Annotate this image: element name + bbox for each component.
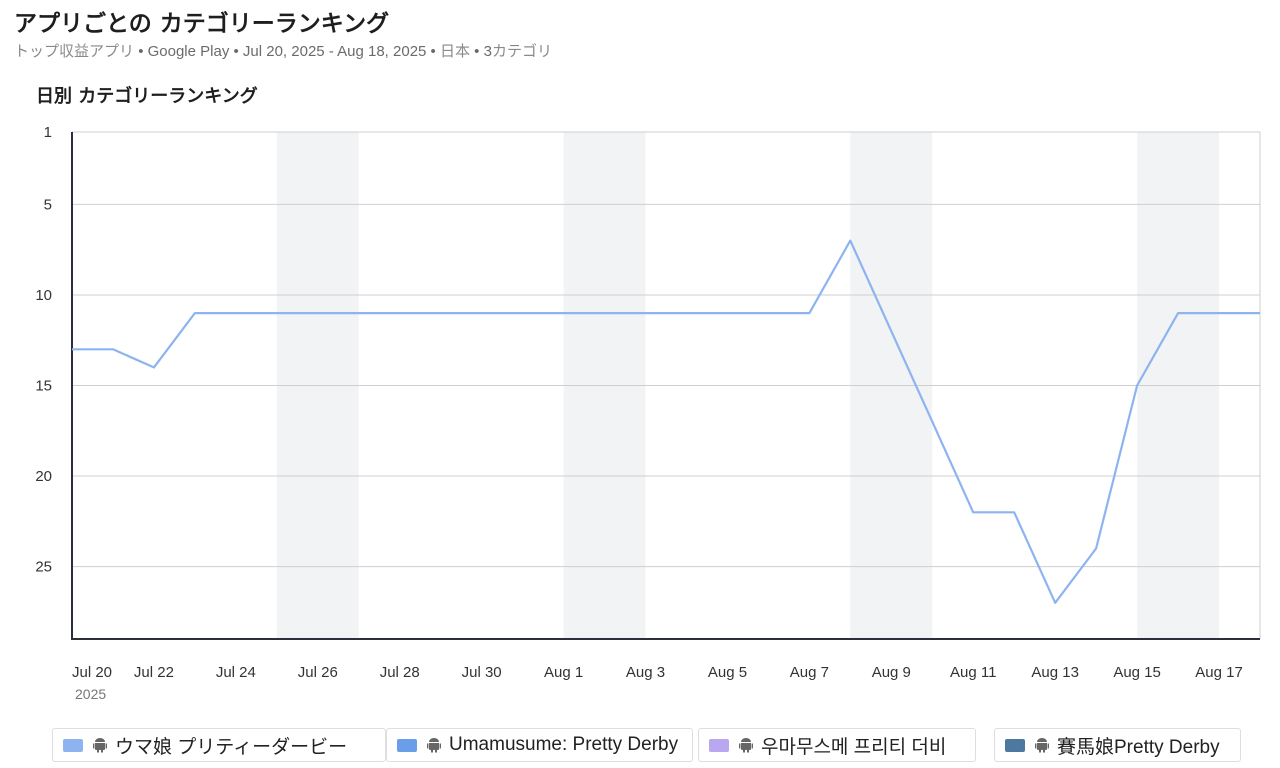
x-tick-label: Jul 20 — [72, 664, 112, 681]
legend-label: 우마무스메 프리티 더비 — [761, 736, 947, 758]
page-subtitle: トップ収益アプリ • Google Play • Jul 20, 2025 - … — [14, 40, 552, 61]
android-icon — [1035, 738, 1049, 753]
x-tick-label: Aug 15 — [1113, 664, 1161, 681]
y-tick-label: 1 — [44, 124, 52, 141]
series-line — [72, 239, 1260, 604]
legend-swatch — [1005, 738, 1025, 752]
legend-swatch — [709, 738, 729, 752]
legend-item-uma-tw[interactable]: 賽馬娘Pretty Derby — [994, 728, 1241, 762]
y-tick-label: 10 — [35, 287, 52, 304]
x-tick-label: Aug 11 — [950, 664, 996, 681]
android-icon — [427, 738, 441, 753]
legend-item-uma-jp[interactable]: ウマ娘 プリティーダービー — [52, 728, 386, 762]
legend-item-uma-en[interactable]: Umamusume: Pretty Derby — [386, 728, 693, 762]
y-tick-label: 5 — [44, 196, 52, 213]
section-title: 日別 カテゴリーランキング — [36, 86, 258, 107]
subtitle-count: • 3 — [474, 43, 492, 60]
legend-label: 賽馬娘Pretty Derby — [1057, 736, 1220, 758]
y-tick-label: 15 — [35, 378, 52, 395]
x-tick-label: Aug 3 — [626, 664, 665, 681]
x-tick-label: Aug 5 — [708, 664, 747, 681]
subtitle-category: カテゴリ — [491, 43, 552, 60]
x-tick-label: Aug 13 — [1031, 664, 1079, 681]
legend-label: ウマ娘 プリティーダービー — [115, 736, 348, 758]
x-tick-label: Jul 24 — [216, 664, 256, 681]
x-tick-label: Jul 26 — [298, 664, 338, 681]
x-tick-label: Jul 22 — [134, 664, 174, 681]
y-tick-label: 20 — [35, 468, 52, 485]
x-tick-label: Jul 30 — [462, 664, 502, 681]
legend-item-uma-kr[interactable]: 우마무스메 프리티 더비 — [698, 728, 976, 762]
android-icon — [739, 738, 753, 753]
x-tick-label: Aug 7 — [790, 664, 829, 681]
x-tick-label: Aug 9 — [872, 664, 911, 681]
x-tick-label: Aug 17 — [1195, 664, 1243, 681]
x-year-label: 2025 — [75, 686, 106, 702]
legend-label: Umamusume: Pretty Derby — [449, 734, 679, 755]
legend-swatch — [63, 738, 83, 752]
subtitle-metric: トップ収益アプリ — [14, 43, 135, 60]
page-title: アプリごとの カテゴリーランキング — [14, 11, 390, 37]
legend-swatch — [397, 738, 417, 752]
x-tick-label: Jul 28 — [380, 664, 420, 681]
subtitle-country: 日本 — [439, 43, 470, 60]
x-tick-label: Aug 1 — [544, 664, 583, 681]
android-icon — [93, 738, 107, 753]
y-tick-label: 25 — [35, 559, 52, 576]
subtitle-store-dates: • Google Play • Jul 20, 2025 - Aug 18, 2… — [138, 43, 436, 60]
